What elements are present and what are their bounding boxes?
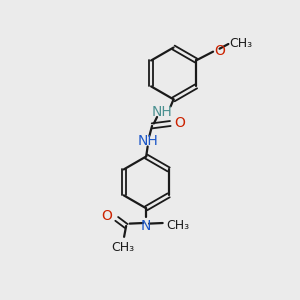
Text: O: O bbox=[174, 116, 185, 130]
Text: NH: NH bbox=[152, 105, 173, 119]
Text: O: O bbox=[214, 44, 225, 58]
Text: NH: NH bbox=[137, 134, 158, 148]
Text: CH₃: CH₃ bbox=[230, 37, 253, 50]
Text: N: N bbox=[141, 219, 152, 232]
Text: CH₃: CH₃ bbox=[111, 241, 134, 254]
Text: CH₃: CH₃ bbox=[166, 219, 189, 232]
Text: O: O bbox=[101, 209, 112, 223]
